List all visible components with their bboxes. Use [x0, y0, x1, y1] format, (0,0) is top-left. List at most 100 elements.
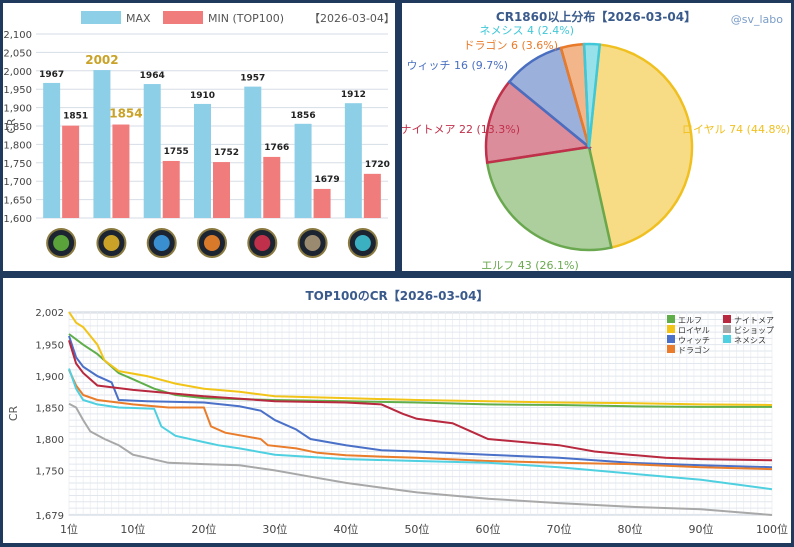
y-tick-label: 2,002	[35, 308, 64, 319]
legend-max-label: MAX	[126, 12, 151, 25]
bar-min	[62, 125, 80, 218]
bar-max-value: 1957	[240, 74, 265, 84]
legend-swatch	[667, 315, 675, 323]
legend-swatch	[723, 315, 731, 323]
pie-chart-panel: CR1860以上分布【2026-03-04】 ロイヤル 74 (44.8%) エルフ…	[400, 3, 791, 272]
y-tick-label: 1,700	[3, 177, 32, 188]
bar-min	[162, 160, 180, 218]
x-tick-label: 60位	[475, 522, 500, 536]
pie-slice-label: エルフ 43 (26.1%)	[481, 259, 579, 271]
legend-label: ウィッチ	[678, 336, 710, 345]
bar-max	[294, 123, 312, 218]
y-tick-label: 2,100	[3, 30, 32, 41]
pie-slice	[485, 145, 613, 252]
nightmare-icon	[247, 228, 278, 258]
series-line	[68, 369, 773, 471]
legend-label: ビショップ	[734, 326, 774, 335]
y-tick-label: 1,679	[35, 511, 64, 522]
legend-label: ナイトメア	[734, 316, 774, 325]
bar-min-value: 1720	[365, 160, 390, 170]
bar-max	[93, 70, 111, 219]
legend-label: ドラゴン	[678, 345, 710, 355]
y-tick-label: 1,850	[35, 404, 64, 415]
legend-min-label: MIN (TOP100)	[208, 12, 284, 25]
pie-slice-label: ナイトメア 22 (13.3%)	[402, 123, 520, 136]
line-chart: TOP100のCR【2026-03-04】 1,679 1,750 1,800 1,85…	[7, 288, 788, 536]
bar-chart-panel: 1,600 1,650 1,700 1,750 1,800 1,850 1,900 1,950…	[3, 3, 395, 271]
bar-max	[194, 103, 211, 218]
bar-min-value: 1766	[264, 143, 289, 153]
pie-chart: CR1860以上分布【2026-03-04】ロイヤル 74 (44.8%) エルフ…	[400, 9, 790, 272]
royal-icon	[96, 228, 127, 258]
x-tick-label: 30位	[262, 522, 287, 536]
legend-min-swatch	[163, 11, 203, 24]
x-tick-label: 40位	[333, 522, 358, 536]
pie-slice	[582, 42, 602, 148]
x-tick-label: 50位	[404, 522, 429, 536]
y-tick-label: 1,850	[3, 122, 32, 133]
x-tick-label: 80位	[617, 522, 642, 536]
bar-max-value: 1912	[341, 90, 366, 100]
legend-label: ロイヤル	[678, 326, 710, 335]
pie-slice-label: ネメシス 4 (2.4%)	[479, 24, 574, 37]
bar-chart-date: 【2026-03-04】	[309, 12, 395, 25]
bar-min-value: 1679	[315, 175, 340, 185]
bar-max-value: 1856	[291, 111, 316, 121]
bar-min	[313, 188, 331, 218]
pie-slice-label: ドラゴン 6 (3.6%)	[463, 38, 558, 52]
pie-slice	[587, 43, 694, 250]
bar-max	[143, 84, 161, 218]
bar-max-value: 2002	[85, 53, 118, 67]
icon-core	[304, 235, 321, 251]
y-tick-label: 1,950	[3, 85, 32, 96]
bar-max	[244, 86, 262, 219]
series-line	[68, 311, 773, 406]
bar-min-value: 1851	[63, 112, 88, 122]
series-line	[68, 402, 773, 516]
bar-chart: 1,600 1,650 1,700 1,750 1,800 1,850 1,900 1,950…	[3, 11, 395, 258]
bar-min	[213, 162, 230, 218]
x-tick-label: 20位	[191, 522, 216, 536]
y-axis-label: CR	[7, 405, 20, 421]
series-line	[68, 340, 773, 462]
series-line	[68, 335, 773, 469]
dragon-icon	[197, 228, 227, 258]
bar-min	[263, 156, 281, 218]
series-line	[68, 368, 773, 491]
y-tick-label: 1,650	[3, 196, 32, 207]
elf-icon	[46, 228, 77, 258]
y-tick-label: 1,800	[3, 140, 32, 151]
y-tick-label: 1,750	[3, 159, 32, 170]
watermark: @sv_labo	[730, 13, 783, 26]
legend-swatch	[723, 335, 731, 343]
y-tick-label: 2,000	[3, 67, 32, 78]
bar-max-value: 1964	[140, 71, 165, 81]
bar-min-value: 1755	[164, 147, 189, 157]
legend-label: エルフ	[678, 316, 702, 325]
pie-slice-label: ロイヤル 74 (44.8%)	[682, 123, 790, 136]
witch-icon	[146, 228, 177, 258]
bar-min-value: 1854	[109, 107, 142, 121]
bar-min	[112, 124, 130, 218]
x-tick-label: 100位	[756, 522, 788, 536]
bar-min-value: 1752	[214, 148, 239, 158]
legend-swatch	[667, 335, 675, 343]
bar-max-value: 1910	[190, 91, 215, 101]
legend-swatch	[667, 325, 675, 333]
y-tick-label: 1,750	[35, 466, 64, 477]
y-tick-label: 1,900	[35, 372, 64, 383]
y-tick-label: 1,600	[3, 214, 32, 225]
y-tick-label: 1,900	[3, 104, 32, 115]
x-tick-label: 90位	[688, 522, 713, 536]
bar-max-value: 1967	[39, 70, 64, 80]
pie-slice	[484, 80, 592, 165]
legend-label: ネメシス	[734, 336, 766, 345]
x-tick-label: 70位	[546, 522, 571, 536]
x-tick-label: 10位	[120, 522, 145, 536]
x-tick-label: 1位	[60, 522, 78, 536]
legend-max-swatch	[81, 11, 121, 24]
icon-core	[254, 235, 271, 251]
bar-max	[344, 103, 362, 218]
y-axis-label: CR	[5, 118, 18, 134]
bar-min	[363, 173, 381, 218]
